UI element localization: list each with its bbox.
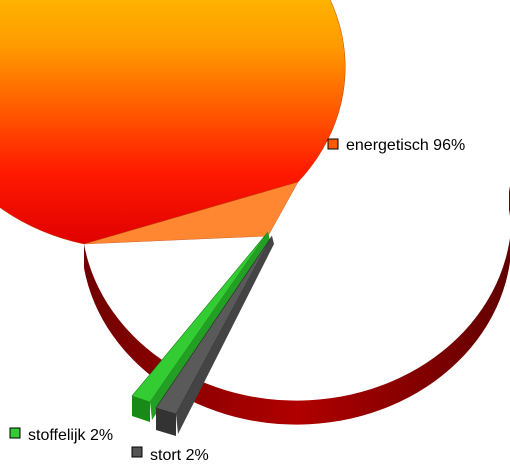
slice-stoffelijk-side xyxy=(132,396,150,422)
legend-swatch-stort xyxy=(131,446,143,458)
legend-swatch-stoffelijk xyxy=(9,427,21,439)
label-stort: stort 2% xyxy=(131,446,209,464)
slice-stort-side xyxy=(156,408,176,436)
slice-stort-side-edge xyxy=(176,236,274,434)
label-energetisch: energetisch 96% xyxy=(327,137,465,154)
label-stoffelijk-text: stoffelijk 2% xyxy=(28,427,113,444)
legend-swatch-energetisch xyxy=(327,138,339,150)
label-stoffelijk: stoffelijk 2% xyxy=(9,427,113,444)
slice-energetisch-cut xyxy=(83,181,299,245)
slice-energetisch xyxy=(0,0,346,245)
label-energetisch-text: energetisch 96% xyxy=(346,137,465,154)
label-stort-text: stort 2% xyxy=(150,447,209,464)
